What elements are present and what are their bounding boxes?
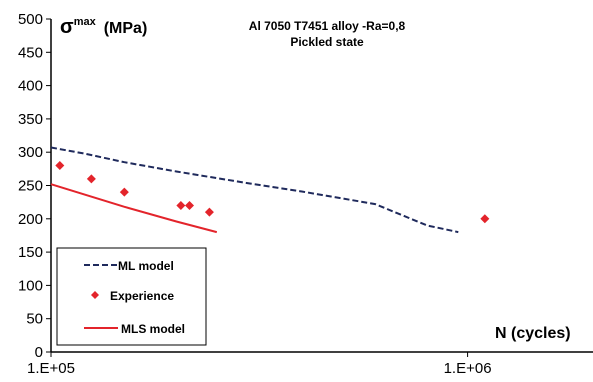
y-tick-label: 300	[18, 144, 43, 161]
chart-title: Al 7050 T7451 alloy -Ra=0,8	[249, 19, 406, 33]
y-tick-label: 500	[18, 11, 43, 28]
series-line-ml-model	[50, 146, 459, 234]
y-tick-label: 50	[26, 311, 43, 328]
x-ticks: 1.E+05 1.E+06	[27, 352, 492, 377]
data-point-experience	[86, 174, 96, 184]
series	[50, 146, 490, 234]
data-point-experience	[184, 200, 194, 210]
y-tick-label: 0	[35, 344, 43, 361]
data-point-experience	[480, 214, 490, 224]
y-tick-label: 400	[18, 78, 43, 95]
y-tick-label: 350	[18, 111, 43, 128]
x-tick-label: 1.E+05	[27, 360, 75, 377]
legend-swatch-experience	[91, 291, 99, 299]
y-ticks: 0 50 100 150 200 250 300 350 400 450 500	[18, 11, 51, 361]
x-axis-label: N (cycles)	[495, 325, 571, 342]
y-tick-label: 450	[18, 44, 43, 61]
y-tick-label: 150	[18, 244, 43, 261]
data-point-experience	[55, 161, 65, 171]
x-tick-label: 1.E+06	[444, 360, 492, 377]
y-tick-label: 200	[18, 211, 43, 228]
data-point-experience	[119, 187, 129, 197]
y-axis-label: σmax (MPa)	[60, 16, 147, 38]
legend: ML model Experience MLS model	[56, 247, 207, 346]
y-tick-label: 250	[18, 178, 43, 195]
legend-box	[56, 247, 207, 346]
data-point-experience	[176, 200, 186, 210]
series-line-mls-model	[50, 183, 218, 234]
legend-label-mls-model: MLS model	[121, 322, 185, 336]
data-point-experience	[204, 207, 214, 217]
y-tick-label: 100	[18, 277, 43, 294]
legend-label-ml-model: ML model	[118, 259, 174, 273]
legend-label-experience: Experience	[110, 289, 174, 303]
chart-subtitle: Pickled state	[290, 35, 364, 49]
